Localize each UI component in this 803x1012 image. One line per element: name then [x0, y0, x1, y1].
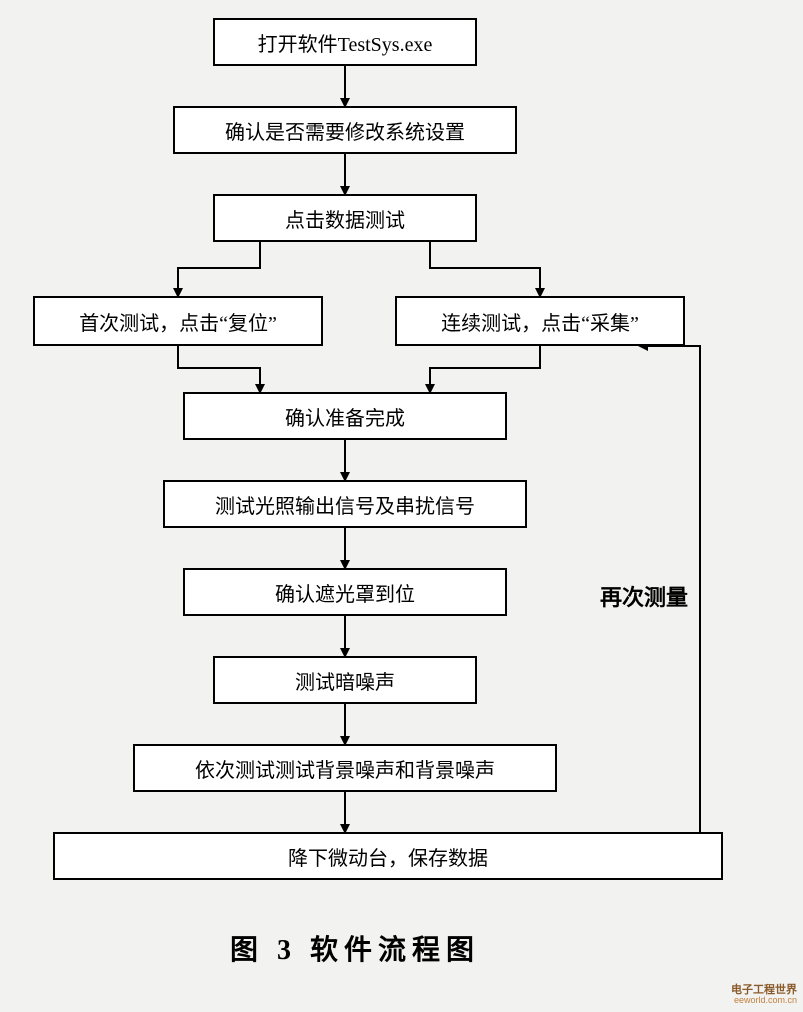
node-confirm-settings: 确认是否需要修改系统设置	[173, 106, 517, 154]
flowchart-canvas: 打开软件TestSys.exe 确认是否需要修改系统设置 点击数据测试 首次测试…	[0, 0, 803, 1012]
node-click-data-test: 点击数据测试	[213, 194, 477, 242]
node-label: 连续测试，点击“采集”	[441, 307, 639, 336]
node-lower-stage-save: 降下微动台，保存数据	[53, 832, 723, 880]
node-label: 点击数据测试	[285, 204, 405, 233]
node-test-light-signal: 测试光照输出信号及串扰信号	[163, 480, 527, 528]
node-test-background-noise: 依次测试测试背景噪声和背景噪声	[133, 744, 557, 792]
node-label: 降下微动台，保存数据	[288, 842, 488, 871]
node-first-test-reset: 首次测试，点击“复位”	[33, 296, 323, 346]
node-label: 首次测试，点击“复位”	[79, 307, 277, 336]
watermark-line2: eeworld.com.cn	[731, 996, 797, 1006]
label-remeasure: 再次测量	[600, 580, 688, 612]
watermark: 电子工程世界 eeworld.com.cn	[731, 984, 797, 1006]
node-test-dark-noise: 测试暗噪声	[213, 656, 477, 704]
node-label: 确认遮光罩到位	[275, 578, 415, 607]
node-label: 确认准备完成	[285, 402, 405, 431]
node-label: 确认是否需要修改系统设置	[225, 116, 465, 145]
node-continuous-test-collect: 连续测试，点击“采集”	[395, 296, 685, 346]
node-confirm-shade: 确认遮光罩到位	[183, 568, 507, 616]
node-confirm-ready: 确认准备完成	[183, 392, 507, 440]
figure-caption: 图 3 软件流程图	[230, 928, 480, 968]
node-open-software: 打开软件TestSys.exe	[213, 18, 477, 66]
node-label: 打开软件TestSys.exe	[258, 28, 433, 57]
node-label: 依次测试测试背景噪声和背景噪声	[195, 754, 495, 783]
node-label: 测试光照输出信号及串扰信号	[215, 490, 475, 519]
node-label: 测试暗噪声	[295, 666, 395, 695]
